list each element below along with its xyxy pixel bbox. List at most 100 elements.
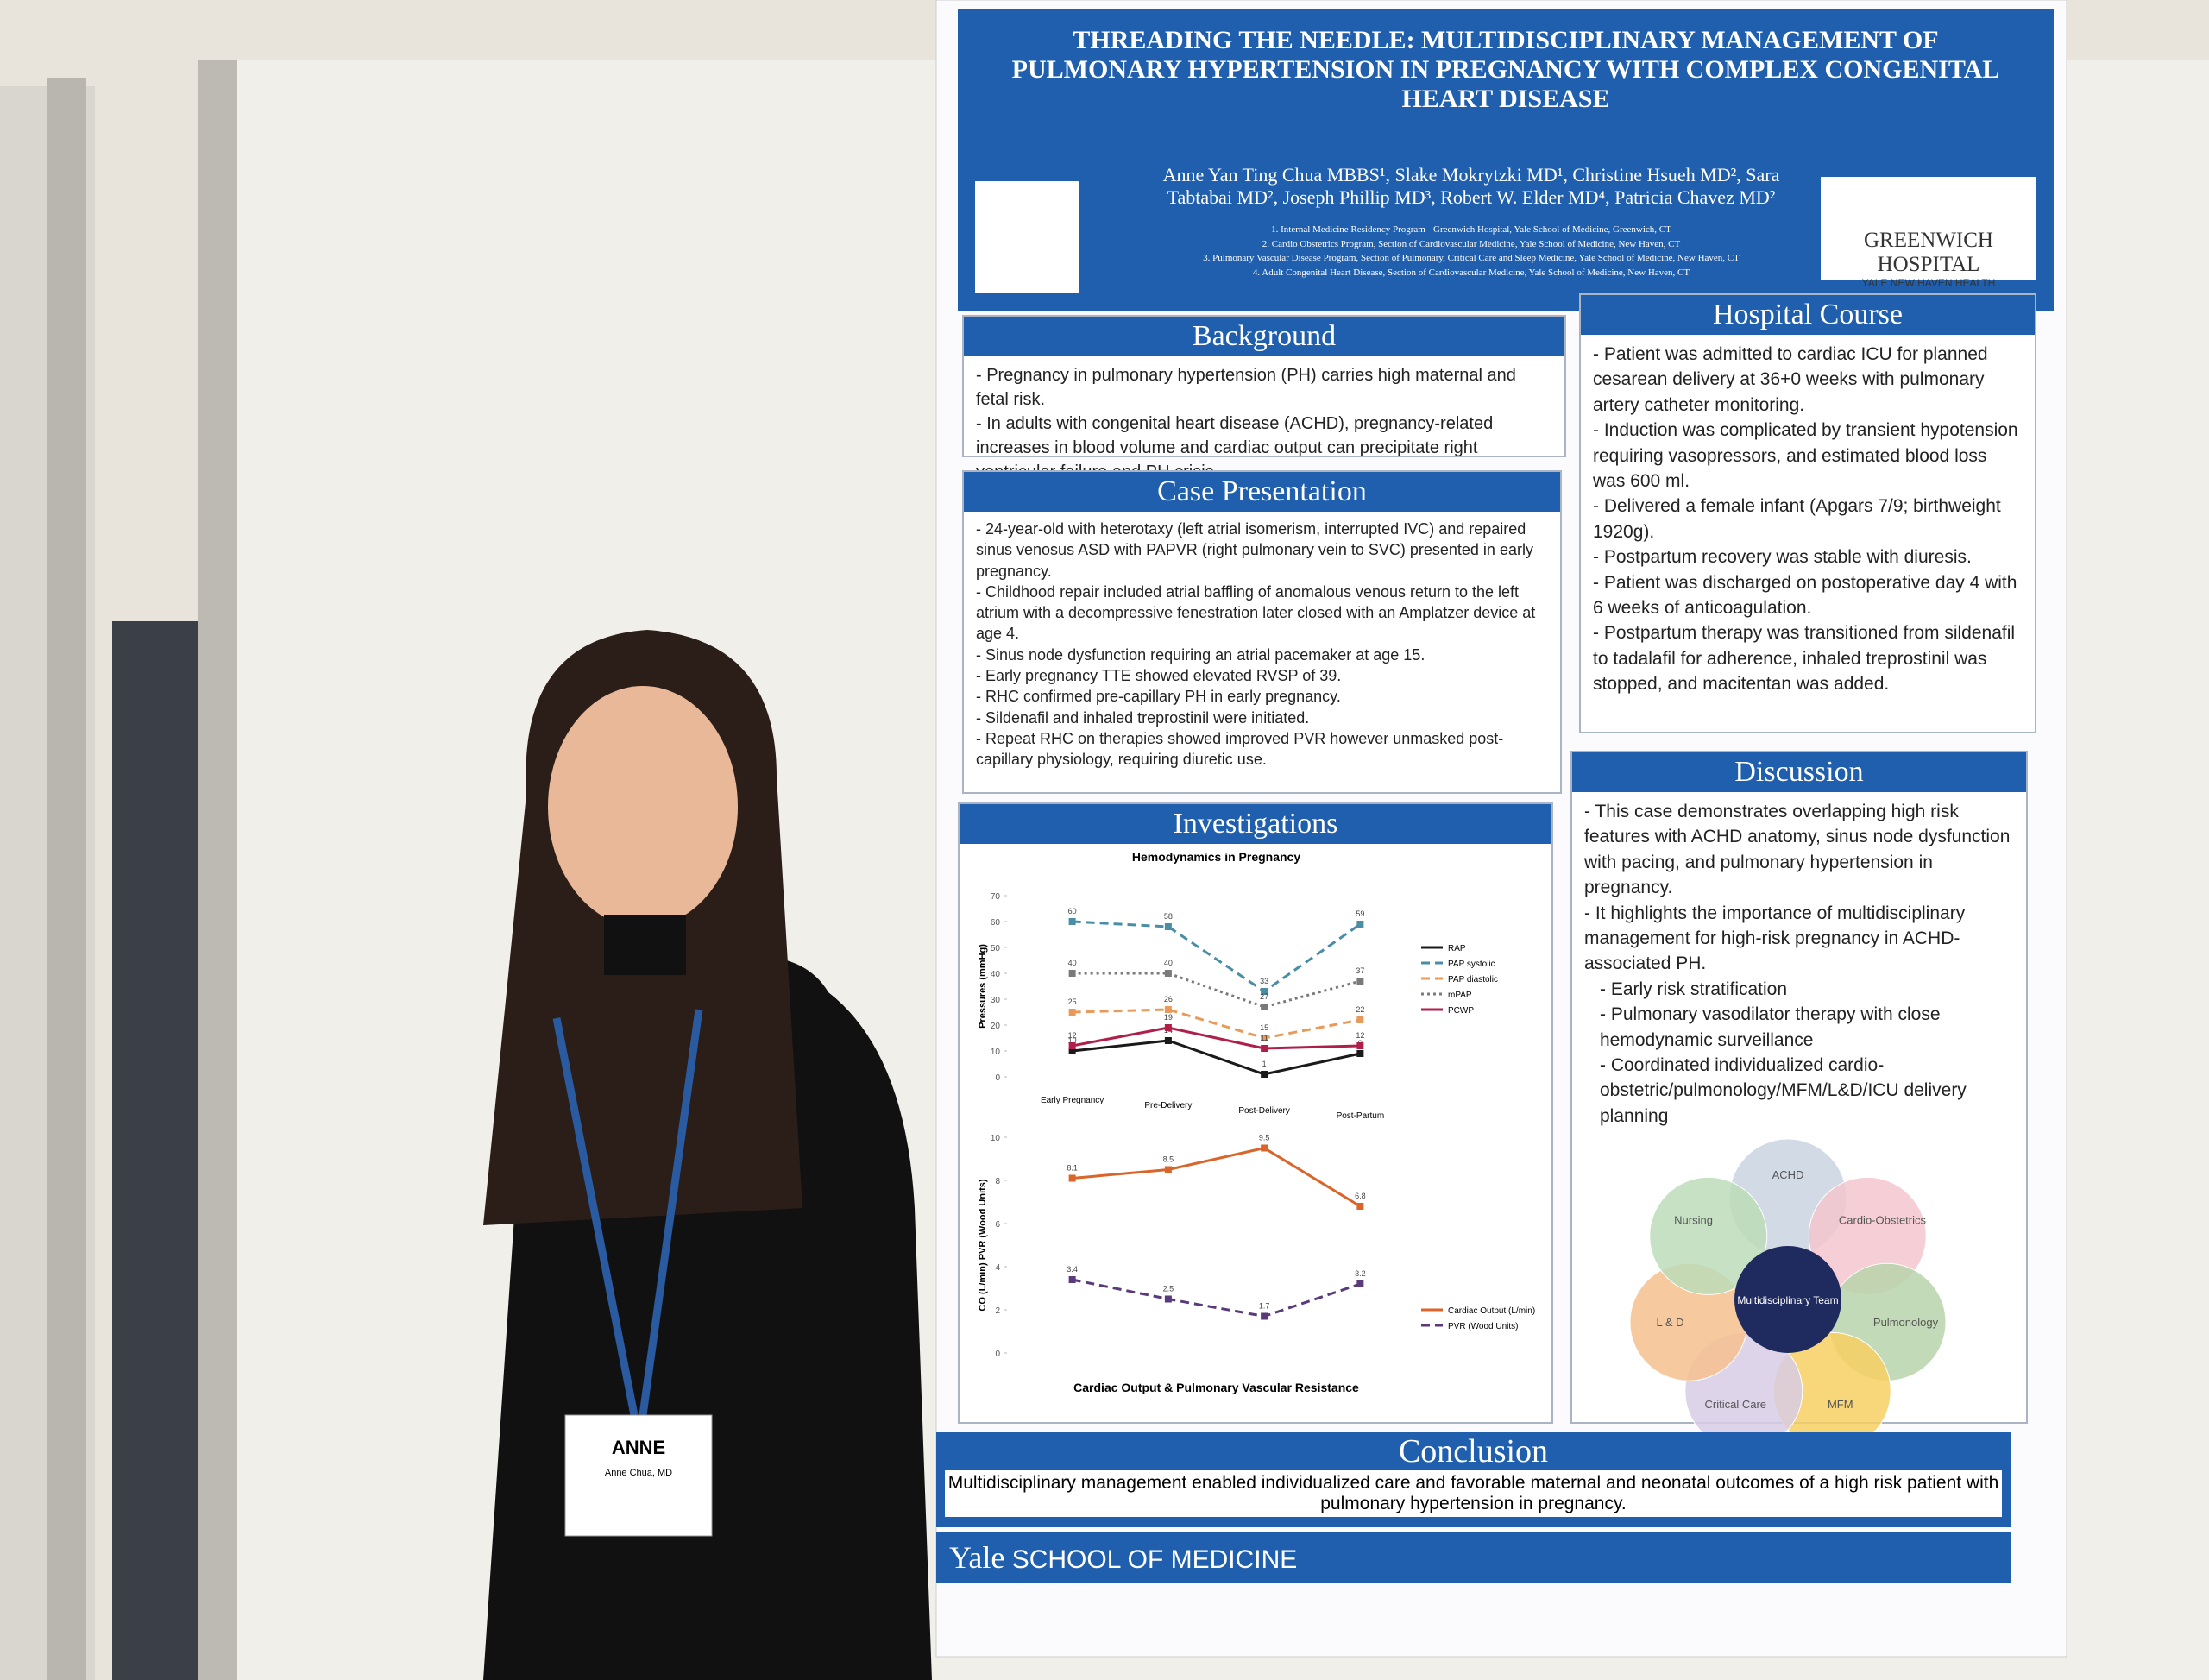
bullet: Sildenafil and inhaled treprostinil were… — [976, 708, 1548, 728]
data-point — [1261, 1035, 1268, 1041]
team-center — [1734, 1246, 1841, 1354]
bullet: 24-year-old with heterotaxy (left atrial… — [976, 519, 1548, 582]
board-frame — [47, 78, 86, 1680]
data-label: 12 — [1356, 1031, 1364, 1040]
y-axis-label: Pressures (mmHg) — [978, 944, 988, 1029]
bullet: Delivered a female infant (Apgars 7/9; b… — [1593, 494, 2023, 544]
y-tick-label: 30 — [991, 996, 1001, 1005]
x-tick-label: Early Pregnancy — [1041, 1096, 1104, 1105]
legend-label: RAP — [1448, 944, 1466, 953]
charts: Hemodynamics in Pregnancy Pressures (mmHg… — [978, 850, 1535, 1394]
data-point — [1164, 970, 1172, 977]
bullet-list: Pregnancy in pulmonary hypertension (PH)… — [964, 356, 1564, 491]
school: SCHOOL OF MEDICINE — [1011, 1545, 1298, 1574]
bullet: It highlights the importance of multidis… — [1584, 901, 2014, 977]
data-label: 27 — [1260, 992, 1268, 1001]
data-label: 37 — [1356, 966, 1364, 975]
bullet: Patient was discharged on postoperative … — [1593, 570, 2023, 621]
investigations-section: Investigations Hemodynamics in Pregnancy… — [958, 802, 1553, 1424]
bullet-list: Patient was admitted to cardiac ICU for … — [1581, 335, 2035, 703]
badge-name: ANNE — [612, 1437, 665, 1458]
y-tick-label: 60 — [991, 918, 1001, 928]
data-point — [1356, 978, 1364, 985]
series-line — [1072, 920, 1362, 993]
legend-label: Cardiac Output (L/min) — [1448, 1306, 1535, 1316]
y-tick-label: 0 — [995, 1073, 1000, 1083]
data-label: 26 — [1164, 995, 1173, 1004]
x-tick-label: Post-Partum — [1337, 1111, 1385, 1121]
badge — [564, 1414, 713, 1537]
y-tick-label: 10 — [991, 1134, 1001, 1143]
petal-label: Pulmonology — [1873, 1316, 1939, 1329]
y-tick-label: 8 — [995, 1177, 1000, 1186]
bullet: Postpartum therapy was transitioned from… — [1593, 620, 2023, 696]
qr-code — [975, 181, 1079, 293]
authors: Anne Yan Ting Chua MBBS¹, Slake Mokrytzk… — [1162, 164, 1780, 208]
data-point — [1068, 1042, 1076, 1049]
sub-bullet: Pulmonary vasodilator therapy with close… — [1584, 1002, 2014, 1053]
team-petal — [1649, 1177, 1768, 1296]
petal-label: L & D — [1656, 1316, 1683, 1329]
center-label: Multidisciplinary Team — [1737, 1294, 1838, 1306]
section-heading: Case Presentation — [964, 472, 1560, 512]
data-point — [1356, 1280, 1364, 1287]
petal-label: ACHD — [1772, 1168, 1804, 1181]
section-heading: Background — [964, 317, 1564, 356]
data-point — [1068, 1174, 1076, 1182]
data-point — [1356, 1203, 1364, 1210]
affiliations: 1. Internal Medicine Residency Program -… — [1130, 223, 1812, 280]
data-label: 12 — [1068, 1031, 1077, 1040]
data-point — [1068, 970, 1076, 977]
data-point — [1164, 923, 1172, 930]
data-label: 22 — [1356, 1005, 1364, 1014]
data-label: 1 — [1262, 1060, 1267, 1068]
y-axis-label: CO (L/min) PVR (Wood Units) — [978, 1179, 988, 1312]
data-point — [1164, 1024, 1172, 1031]
data-label: 2.5 — [1163, 1285, 1174, 1293]
data-label: 15 — [1260, 1023, 1268, 1032]
x-tick-label: Post-Delivery — [1238, 1106, 1289, 1116]
bullet: Early pregnancy TTE showed elevated RVSP… — [976, 665, 1548, 686]
bullet: RHC confirmed pre-capillary PH in early … — [976, 686, 1548, 707]
y-tick-label: 40 — [991, 970, 1001, 979]
bullet: This case demonstrates overlapping high … — [1584, 799, 2014, 901]
x-tick-label: Pre-Delivery — [1144, 1101, 1192, 1111]
y-tick-label: 20 — [991, 1022, 1001, 1031]
y-tick-label: 4 — [995, 1263, 1000, 1273]
chart-title: Hemodynamics in Pregnancy — [1132, 850, 1301, 864]
y-tick-label: 2 — [995, 1306, 1000, 1316]
affiliation: 3. Pulmonary Vascular Disease Program, S… — [1203, 253, 1740, 263]
data-label: 8.5 — [1163, 1155, 1174, 1164]
data-label: 6.8 — [1355, 1192, 1366, 1200]
bullet: Pregnancy in pulmonary hypertension (PH)… — [976, 363, 1552, 412]
bullet: Postpartum recovery was stable with diur… — [1593, 544, 2023, 569]
sub-bullet: Coordinated individualized cardio-obstet… — [1584, 1053, 2014, 1129]
title: THREADING THE NEEDLE: MULTIDISCIPLINARY … — [1011, 26, 2000, 113]
data-label: 19 — [1164, 1013, 1173, 1022]
badge-sub: Anne Chua, MD — [605, 1468, 672, 1478]
data-label: 40 — [1164, 959, 1173, 967]
bullet: Sinus node dysfunction requiring an atri… — [976, 645, 1548, 665]
logo: GREENWICH HOSPITAL YALE NEW HAVEN HEALTH — [1821, 177, 2036, 289]
logo-name: GREENWICH HOSPITAL — [1864, 229, 1993, 276]
affiliation: 2. Cardio Obstetrics Program, Section of… — [1262, 238, 1681, 249]
data-label: 33 — [1260, 977, 1268, 985]
background-person — [112, 621, 198, 1680]
header: THREADING THE NEEDLE: MULTIDISCIPLINARY … — [958, 9, 2054, 311]
bullet: Repeat RHC on therapies showed improved … — [976, 728, 1548, 771]
lanyard — [552, 1009, 703, 1416]
y-tick-label: 0 — [995, 1350, 1000, 1359]
bullet-list: 24-year-old with heterotaxy (left atrial… — [964, 512, 1560, 777]
background-section: Background Pregnancy in pulmonary hypert… — [962, 315, 1566, 481]
data-label: 10 — [1068, 1036, 1077, 1045]
hospital-course-section: Hospital Course Patient was admitted to … — [1579, 293, 2036, 733]
affiliation: 1. Internal Medicine Residency Program -… — [1271, 224, 1671, 235]
data-label: 3.2 — [1355, 1269, 1366, 1278]
y-tick-label: 10 — [991, 1048, 1001, 1057]
bullet: Childhood repair included atrial bafflin… — [976, 582, 1548, 645]
data-point — [1164, 1166, 1172, 1173]
sub-bullet: Early risk stratification — [1584, 977, 2014, 1002]
bullet: In adults with congenital heart disease … — [976, 412, 1552, 484]
logo-sub: YALE NEW HAVEN HEALTH — [1861, 277, 1996, 289]
